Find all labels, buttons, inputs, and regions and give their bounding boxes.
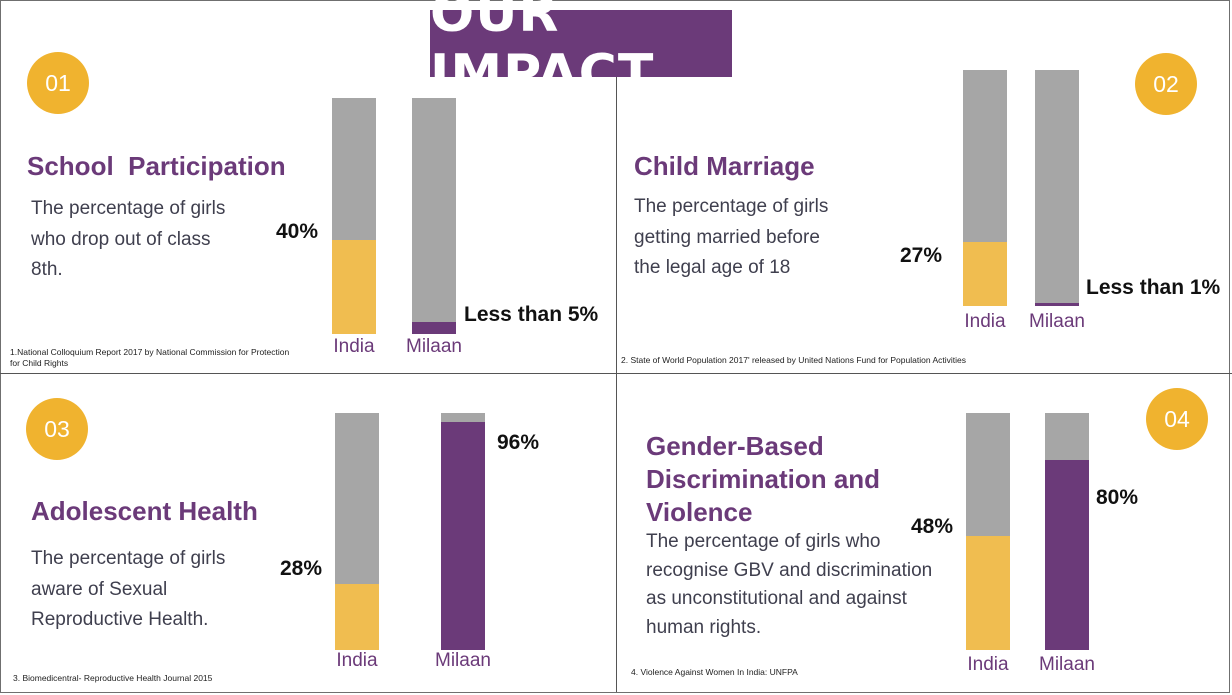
bar-india: [332, 240, 376, 334]
bar-milaan: [1035, 303, 1079, 306]
category-label: Milaan: [406, 336, 462, 357]
horizontal-divider: [0, 373, 1232, 374]
category-label: India: [967, 654, 1009, 675]
panel-title: Gender-Based Discrimination and Violence: [646, 431, 881, 527]
panel-description: The percentage of girls getting married …: [634, 196, 829, 278]
data-label: 40%: [276, 220, 319, 243]
source-note: 3. Biomedicentral- Reproductive Health J…: [13, 673, 213, 683]
data-label: Less than 5%: [464, 303, 599, 326]
bar-background: [1035, 70, 1079, 306]
category-label: Milaan: [1039, 654, 1095, 675]
bar-india: [335, 584, 379, 650]
category-label: India: [964, 311, 1006, 332]
bar-milaan: [412, 322, 456, 334]
panel-number-badge: 01: [27, 52, 89, 114]
data-label: 96%: [497, 431, 540, 454]
panel-title: Adolescent Health: [31, 496, 258, 526]
bar-india: [966, 536, 1010, 650]
panel-description: The percentage of girls who recognise GB…: [646, 531, 933, 639]
category-label: Milaan: [1029, 311, 1085, 332]
bar-milaan: [1045, 460, 1089, 650]
bar-background: [412, 98, 456, 334]
panel-number-badge: 02: [1135, 53, 1197, 115]
bar-milaan: [441, 422, 485, 650]
panel-title: Child Marriage: [634, 151, 815, 181]
data-label: 27%: [900, 244, 943, 267]
panel-description: The percentage of girls who drop out of …: [31, 198, 226, 280]
category-label: India: [333, 336, 375, 357]
panel-title: School Participation: [27, 151, 286, 181]
vertical-divider: [616, 70, 617, 692]
bar-india: [963, 242, 1007, 306]
category-label: Milaan: [435, 650, 491, 671]
panel-number-badge: 03: [26, 398, 88, 460]
source-note: 4. Violence Against Women In India: UNFP…: [631, 667, 798, 677]
data-label: 48%: [911, 515, 954, 538]
category-label: India: [336, 650, 378, 671]
page-title: OUR IMPACT: [430, 0, 732, 104]
data-label: 80%: [1096, 486, 1139, 509]
source-note: 1.National Colloquium Report 2017 by Nat…: [10, 347, 290, 368]
data-label: 28%: [280, 557, 323, 580]
data-label: Less than 1%: [1086, 276, 1221, 299]
panel-number-badge: 04: [1146, 388, 1208, 450]
source-note: 2. State of World Population 2017' relea…: [621, 355, 966, 365]
panel-description: The percentage of girls aware of Sexual …: [31, 548, 226, 630]
